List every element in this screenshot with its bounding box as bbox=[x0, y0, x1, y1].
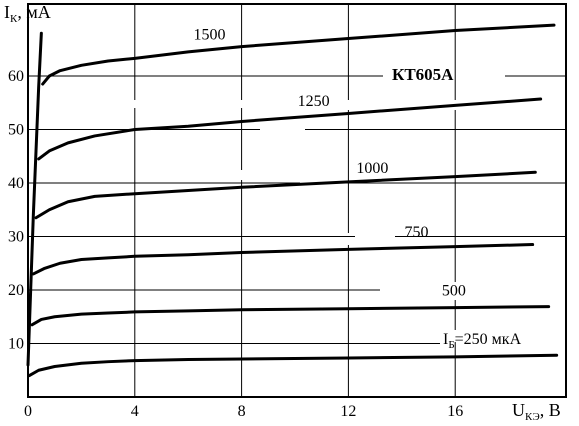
y-tick-label: 30 bbox=[8, 229, 24, 246]
x-axis-label: UКЭ, В bbox=[512, 400, 561, 423]
x-tick-label: 12 bbox=[340, 403, 356, 420]
curves bbox=[26, 23, 559, 378]
tick-labels: 10 20 30 40 50 60 0 4 8 12 16 bbox=[8, 68, 463, 420]
y-tick-label: 10 bbox=[8, 336, 24, 353]
grid bbox=[28, 4, 566, 397]
curve-label-750: 750 bbox=[404, 224, 428, 241]
y-tick-label: 20 bbox=[8, 282, 24, 299]
series-line-250 bbox=[27, 353, 559, 378]
series-line-1500 bbox=[41, 23, 556, 86]
x-tick-label: 8 bbox=[238, 403, 246, 420]
chart-title: КТ605А bbox=[392, 65, 454, 84]
curve-label-1250: 1250 bbox=[298, 93, 330, 110]
curve-label-1500: 1500 bbox=[194, 27, 226, 44]
x-tick-label: 0 bbox=[24, 403, 32, 420]
y-tick-label: 60 bbox=[8, 68, 24, 85]
plot-frame bbox=[27, 3, 567, 398]
y-tick-label: 40 bbox=[8, 175, 24, 192]
y-axis-label: IК, мА bbox=[4, 2, 51, 25]
series-line-750 bbox=[31, 243, 535, 276]
x-tick-label: 16 bbox=[447, 403, 463, 420]
saturation-line bbox=[26, 31, 43, 367]
x-tick-label: 4 bbox=[131, 403, 139, 420]
series-line-1000 bbox=[34, 170, 537, 220]
series-line-1250 bbox=[37, 97, 543, 161]
y-tick-label: 50 bbox=[8, 122, 24, 139]
curve-label-1000: 1000 bbox=[356, 160, 388, 177]
axes bbox=[27, 3, 567, 398]
series-line-500 bbox=[30, 305, 551, 327]
curve-label-500: 500 bbox=[442, 282, 466, 299]
curve-labels: 1500 1250 1000 750 500 IБ=250 мкА bbox=[194, 27, 522, 351]
curve-label-250: IБ=250 мкА bbox=[443, 331, 522, 351]
